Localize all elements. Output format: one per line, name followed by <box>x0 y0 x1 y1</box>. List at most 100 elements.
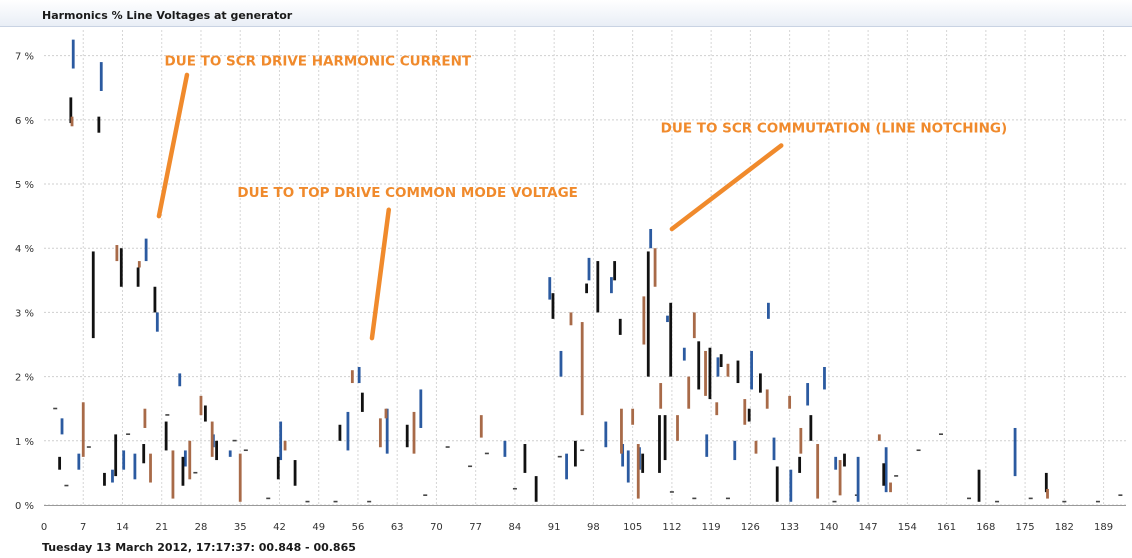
annotation-label: DUE TO TOP DRIVE COMMON MODE VOLTAGE <box>237 185 577 201</box>
annotations: DUE TO SCR DRIVE HARMONIC CURRENT DUE TO … <box>156 53 1007 341</box>
residual-mark <box>512 487 517 490</box>
residual-mark <box>305 500 310 503</box>
harmonic-bar-phase-a <box>626 450 630 483</box>
harmonic-bar-phase-c <box>636 444 640 499</box>
harmonic-bar-phase-b <box>669 302 673 377</box>
x-tick-label: 28 <box>195 522 208 533</box>
harmonic-bar-phase-a <box>122 450 126 470</box>
x-tick-label: 133 <box>780 522 799 533</box>
harmonic-bar-phase-a <box>77 453 81 470</box>
harmonic-bar-phase-c <box>765 389 769 409</box>
harmonic-bar-phase-c <box>188 440 192 480</box>
harmonic-bar-phase-a <box>144 238 148 262</box>
x-tick-label: 70 <box>430 522 443 533</box>
x-tick-label: 182 <box>1055 522 1074 533</box>
x-tick-label: 56 <box>352 522 365 533</box>
harmonic-bar-phase-a <box>610 277 613 294</box>
harmonic-bar-phase-a <box>178 373 182 387</box>
harmonic-bar-phase-a <box>587 257 591 281</box>
x-tick-label: 161 <box>937 522 956 533</box>
annotation-arrow <box>156 72 190 219</box>
residual-mark <box>193 471 198 474</box>
harmonic-bar-phase-a <box>385 408 389 454</box>
harmonic-bar-phase-b <box>58 456 62 470</box>
x-tick-label: 105 <box>623 522 642 533</box>
harmonic-bar-phase-b <box>97 116 101 133</box>
harmonic-bar-phase-a <box>419 389 423 428</box>
harmonic-bar-phase-b <box>596 261 600 313</box>
harmonic-bar-phase-a <box>559 350 563 377</box>
residual-mark <box>126 433 131 435</box>
harmonic-bar-phase-c <box>642 296 646 345</box>
harmonic-bar-phase-b <box>697 341 701 390</box>
y-tick-label: 5 % <box>15 180 34 191</box>
harmonic-bar-phase-c <box>620 408 623 454</box>
y-tick-label: 1 % <box>15 437 34 448</box>
y-tick-label: 0 % <box>15 501 34 512</box>
y-tick-label: 6 % <box>15 116 34 127</box>
harmonic-bar-phase-a <box>750 350 753 390</box>
harmonic-bar-phase-b <box>736 360 740 384</box>
harmonic-bar-phase-b <box>119 248 123 287</box>
harmonic-bar-phase-b <box>293 460 297 486</box>
harmonic-bar-phase-b <box>203 405 207 422</box>
harmonic-bar-phase-b <box>775 466 779 502</box>
annotation-arrow <box>669 143 784 232</box>
harmonic-bar-phase-b <box>103 472 106 486</box>
harmonic-bar-phase-b <box>142 444 146 464</box>
harmonic-bar-phase-b <box>646 251 650 377</box>
x-tick-label: 35 <box>234 522 247 533</box>
harmonic-bar-phase-a <box>604 421 608 448</box>
y-tick-label: 7 % <box>15 52 34 63</box>
residual-level-marks <box>53 407 1123 503</box>
harmonic-bar-phase-a <box>834 456 838 470</box>
x-tick-label: 49 <box>312 522 325 533</box>
x-tick-label: 0 <box>41 522 47 533</box>
x-tick-label: 147 <box>859 522 878 533</box>
harmonic-bar-phase-c <box>676 415 679 441</box>
residual-mark <box>669 491 674 493</box>
harmonic-bar-phase-c <box>569 312 573 326</box>
harmonic-bar-phase-c <box>743 399 747 425</box>
harmonic-bar-phase-a <box>884 447 888 493</box>
harmonic-bar-phase-b <box>153 286 157 313</box>
harmonic-bar-phase-b <box>882 463 886 486</box>
chart-title: Harmonics % Line Voltages at generator <box>42 9 293 22</box>
harmonic-bar-phase-c <box>378 418 382 448</box>
x-tick-label: 119 <box>702 522 721 533</box>
harmonic-bar-phase-b <box>276 456 280 480</box>
harmonic-bar-phase-b <box>405 424 409 448</box>
residual-mark <box>1062 500 1067 503</box>
harmonic-bar-phase-b <box>534 476 538 502</box>
harmonic-bar-phase-c <box>283 440 287 451</box>
residual-mark <box>557 455 562 458</box>
x-tick-label: 189 <box>1094 522 1113 533</box>
harmonic-bar-phase-b <box>164 421 168 451</box>
harmonic-bar-phase-a <box>772 437 776 461</box>
harmonic-bar-phase-c <box>631 408 635 425</box>
harmonic-bar-phase-b <box>809 415 813 441</box>
residual-mark <box>725 497 730 500</box>
harmonic-bar-phase-b <box>618 318 622 335</box>
harmonic-bar-phase-a <box>155 312 159 332</box>
harmonic-bar-phase-a <box>133 453 137 480</box>
harmonic-bar-phase-b <box>977 469 981 502</box>
harmonic-bar-phase-b <box>641 453 645 473</box>
y-tick-label: 3 % <box>15 308 34 319</box>
residual-mark <box>580 449 585 452</box>
harmonic-bar-phase-a <box>649 228 653 249</box>
x-axis-ticks: 0 7 14 21 28 35 42 49 56 63 70 77 84 91 98 105 112 119 126… <box>41 522 1113 533</box>
harmonic-bar-phase-a <box>503 440 507 457</box>
residual-mark <box>64 484 69 487</box>
harmonic-bar-phase-a <box>856 456 860 502</box>
harmonic-bars <box>58 39 1049 502</box>
residual-mark <box>1095 500 1100 503</box>
residual-mark <box>266 497 271 500</box>
residual-mark <box>832 500 837 503</box>
harmonic-bar-phase-b <box>663 415 667 461</box>
harmonic-bar-phase-b <box>798 456 802 473</box>
harmonic-bar-phase-c <box>115 245 119 262</box>
harmonic-bar-phase-b <box>747 408 751 422</box>
harmonic-bar-phase-a <box>346 411 350 451</box>
